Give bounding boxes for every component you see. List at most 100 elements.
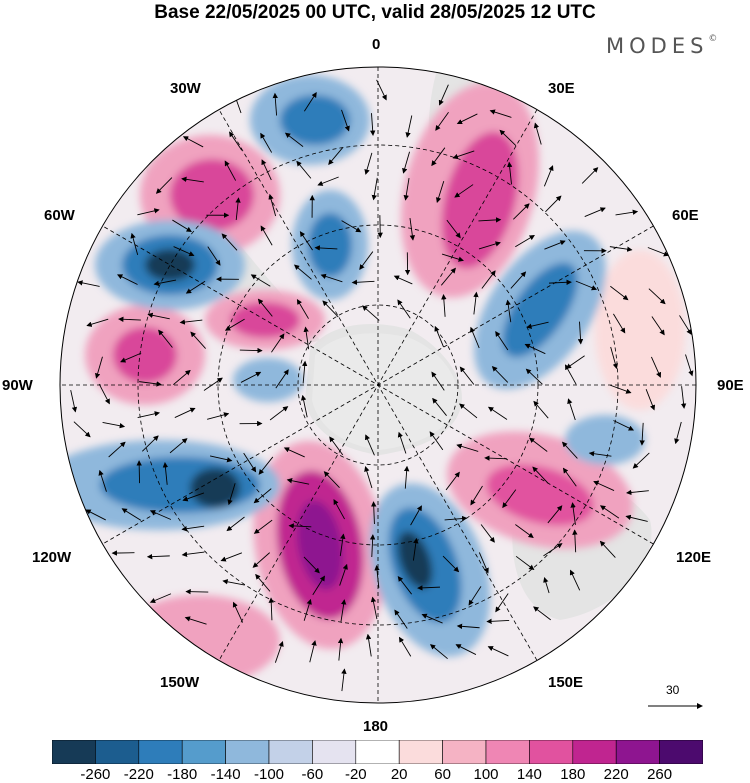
wind-arrow bbox=[181, 551, 205, 557]
wind-arrow bbox=[98, 383, 110, 405]
wind-arrow bbox=[370, 596, 378, 620]
wind-arrow bbox=[121, 508, 142, 521]
wind-arrow bbox=[341, 220, 362, 233]
wind-arrow bbox=[253, 519, 273, 534]
lon-label-30w: 30W bbox=[170, 80, 201, 97]
wind-arrow bbox=[487, 406, 508, 420]
anomaly-positive bbox=[595, 250, 685, 410]
wind-arrow bbox=[584, 207, 606, 217]
wind-arrow bbox=[172, 219, 192, 232]
wind-arrow bbox=[429, 431, 444, 451]
colorbar-tick-label: -20 bbox=[344, 766, 367, 783]
wind-arrow bbox=[397, 431, 407, 454]
wind-arrow bbox=[272, 92, 278, 116]
colorbar-tick-label: 140 bbox=[516, 766, 542, 783]
map-title: Base 22/05/2025 00 UTC, valid 28/05/2025… bbox=[154, 2, 596, 23]
graticule bbox=[60, 67, 696, 703]
wind-arrow bbox=[403, 465, 410, 489]
lon-label-90e: 90E bbox=[717, 377, 744, 394]
wind-arrow bbox=[445, 471, 460, 491]
wind-arrow bbox=[487, 646, 509, 657]
wind-arrow bbox=[526, 321, 549, 329]
wind-arrow bbox=[429, 644, 448, 660]
wind-arrow bbox=[309, 640, 317, 663]
wind-arrow bbox=[547, 505, 563, 524]
colorbar-cell bbox=[138, 740, 183, 764]
wind-arrow bbox=[431, 371, 445, 391]
colorbar-cell bbox=[355, 740, 400, 764]
wind-arrow bbox=[303, 556, 320, 574]
lon-label-60e: 60E bbox=[672, 207, 699, 224]
wind-arrow bbox=[181, 176, 204, 183]
wind-arrow bbox=[320, 273, 343, 283]
wind-arrow bbox=[341, 668, 347, 692]
anomaly-positive bbox=[296, 500, 344, 590]
colorbar-cell bbox=[95, 740, 140, 764]
wind-arrow bbox=[203, 377, 223, 391]
wind-arrow bbox=[303, 326, 310, 350]
wind-arrow bbox=[645, 389, 656, 411]
wind-arrow bbox=[120, 352, 142, 363]
wind-arrow bbox=[613, 313, 626, 334]
wind-arrow bbox=[339, 533, 346, 557]
wind-arrow bbox=[651, 316, 665, 336]
wind-arrow bbox=[515, 235, 535, 248]
wind-arrow bbox=[674, 421, 682, 445]
lon-label-120w: 120W bbox=[32, 549, 72, 566]
wind-arrow bbox=[609, 246, 633, 252]
wind-arrow bbox=[174, 407, 196, 418]
antarctica-overlay bbox=[312, 333, 458, 450]
wind-arrow bbox=[510, 271, 527, 289]
wind-arrow bbox=[222, 579, 245, 586]
wind-arrow bbox=[489, 109, 512, 118]
wind-arrow bbox=[286, 478, 310, 485]
wind-arrow bbox=[625, 514, 648, 522]
wind-arrow bbox=[572, 529, 578, 553]
wind-arrow bbox=[351, 279, 375, 285]
wind-arrow bbox=[322, 300, 339, 318]
anomaly-negative bbox=[233, 358, 303, 402]
colorbar-cell bbox=[225, 740, 270, 764]
wind-arrow bbox=[323, 471, 340, 489]
wind-arrow bbox=[137, 208, 160, 216]
wind-arrow bbox=[444, 515, 468, 522]
wind-arrow bbox=[118, 316, 141, 322]
wind-arrow bbox=[613, 420, 635, 431]
wind-arrow bbox=[543, 543, 563, 557]
wind-arrow bbox=[648, 288, 666, 305]
wind-arrow bbox=[588, 451, 612, 457]
colorbar-tick-label: 180 bbox=[560, 766, 586, 783]
wind-arrow bbox=[615, 209, 639, 216]
wind-arrow bbox=[261, 159, 272, 181]
wind-arrow bbox=[258, 456, 274, 475]
wind-arrow bbox=[562, 467, 577, 487]
wind-arrow bbox=[565, 364, 577, 385]
wind-arrow bbox=[303, 91, 317, 112]
wind-arrow bbox=[533, 400, 549, 419]
wind-arrow bbox=[300, 394, 308, 418]
wind-arrow bbox=[155, 177, 173, 194]
wind-arrow bbox=[260, 132, 273, 153]
wind-arrow bbox=[283, 447, 305, 458]
wind-arrow bbox=[440, 267, 456, 286]
wind-arrow bbox=[243, 452, 257, 473]
wind-arrow bbox=[328, 147, 344, 165]
wind-arrow bbox=[370, 113, 376, 136]
wind-arrow bbox=[376, 79, 387, 101]
wind-arrow bbox=[184, 616, 207, 625]
wind-arrow bbox=[410, 505, 422, 526]
wind-arrow bbox=[435, 111, 449, 131]
colorbar-cell bbox=[52, 740, 96, 764]
wind-arrow bbox=[435, 181, 445, 203]
wind-arrow bbox=[73, 421, 91, 438]
wind-arrow bbox=[190, 331, 206, 349]
wind-arrow bbox=[609, 384, 632, 394]
anomaly-negative bbox=[280, 95, 350, 145]
wind-arrow bbox=[593, 480, 615, 491]
wind-arrow bbox=[524, 343, 546, 355]
colorbar-tick-label: -60 bbox=[301, 766, 324, 783]
wind-arrow bbox=[409, 217, 416, 241]
wind-arrow bbox=[412, 537, 419, 561]
wind-arrow bbox=[393, 275, 413, 285]
